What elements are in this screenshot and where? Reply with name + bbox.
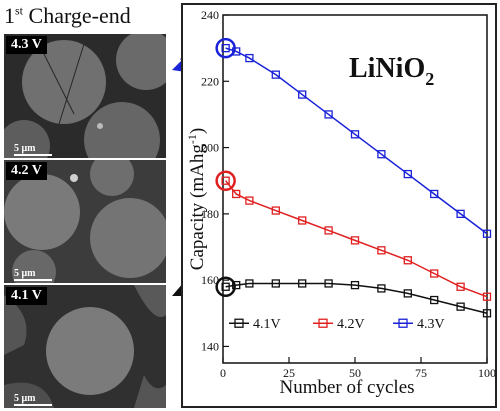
- data-point-4-3v: [377, 150, 386, 159]
- data-point-4-1v: [324, 279, 333, 288]
- sem-label-4-1v: 4.1 V: [6, 287, 47, 305]
- data-point-4-1v: [430, 295, 439, 305]
- data-point-4-2v: [350, 236, 360, 245]
- data-point-4-3v: [403, 169, 412, 179]
- data-point-4-2v: [271, 206, 280, 215]
- legend-label: 4.1V: [253, 317, 281, 332]
- x-tick-label: 75: [415, 366, 427, 380]
- sem-scale-bar-4-1v: [14, 404, 52, 406]
- data-point-4-2v: [377, 246, 386, 255]
- sem-scale-text-4-3v: 5 μm: [14, 143, 36, 154]
- data-point-4-2v: [403, 256, 412, 265]
- sem-micrograph-4-1v: [4, 285, 166, 408]
- data-point-4-1v: [271, 279, 280, 288]
- legend-label: 4.3V: [417, 317, 445, 332]
- data-point-4-1v: [221, 282, 230, 291]
- y-tick-label: 140: [201, 339, 219, 353]
- x-axis-label: Number of cycles: [279, 377, 414, 398]
- highlight-layer: [215, 37, 236, 298]
- series-line-4-1v: [225, 282, 488, 315]
- title-rest: Charge-end: [28, 3, 131, 28]
- data-point-4-2v: [430, 269, 439, 278]
- sem-scale-bar-4-3v: [14, 154, 52, 156]
- data-point-4-1v: [403, 289, 412, 298]
- data-point-4-2v: [482, 292, 492, 301]
- data-point-4-2v: [245, 196, 254, 205]
- sem-label-4-3v: 4.3 V: [6, 36, 47, 54]
- chart-frame: 0 25 50 75 100 140 160 180 200 220 240 LiNiO2 Capa…: [181, 3, 497, 408]
- legend-marker: [318, 318, 328, 328]
- sem-label-4-2v: 4.2 V: [6, 162, 47, 180]
- data-point-4-3v: [482, 229, 492, 238]
- sem-scale-text-4-2v: 5 μm: [14, 268, 36, 279]
- data-point-4-1v: [245, 279, 254, 288]
- sem-image-4-2v: 4.2 V 5 μm: [4, 160, 166, 283]
- data-point-4-3v: [221, 43, 230, 53]
- data-point-4-3v: [350, 130, 360, 139]
- chart-title-subscript: 2: [425, 69, 434, 89]
- sem-image-4-1v: 4.1 V 5 μm: [4, 285, 166, 408]
- data-point-4-3v: [271, 70, 280, 79]
- sem-scale-bar-4-2v: [14, 279, 52, 281]
- y-axis-label: Capacity (mAhg-1): [185, 128, 208, 270]
- initial-capacity-highlight: [215, 276, 236, 298]
- data-point-4-2v: [456, 282, 465, 291]
- left-panel-title: 1st Charge-end: [4, 4, 131, 28]
- data-point-4-2v: [232, 189, 241, 199]
- data-point-4-2v: [298, 216, 307, 225]
- data-point-4-3v: [456, 209, 465, 219]
- data-point-4-1v: [482, 309, 492, 318]
- data-point-4-3v: [324, 110, 333, 119]
- title-superscript: st: [15, 3, 24, 18]
- series-line-4-3v: [225, 47, 488, 235]
- axis-ticks: 0 25 50 75 100 140 160 180 200 220 240: [201, 8, 496, 380]
- data-point-4-2v: [221, 176, 230, 185]
- sem-micrograph-4-2v: [4, 160, 166, 283]
- chart-title-main: LiNiO: [349, 53, 425, 84]
- legend-label: 4.2V: [337, 317, 365, 332]
- legend-marker: [234, 318, 244, 328]
- y-tick-label: 200: [201, 141, 219, 155]
- x-tick-label: 100: [478, 366, 495, 380]
- y-tick-label: 220: [201, 74, 219, 88]
- x-tick-label: 0: [220, 366, 226, 380]
- sem-scale-text-4-1v: 5 μm: [14, 393, 36, 404]
- data-point-4-1v: [232, 280, 241, 290]
- series-line-4-2v: [225, 180, 488, 298]
- series-layer: [221, 43, 492, 318]
- capacity-chart: 0 25 50 75 100 140 160 180 200 220 240 LiNiO2 Capa…: [185, 8, 496, 398]
- data-point-4-1v: [377, 284, 386, 293]
- y-axis-label-main: Capacity (mAhg: [187, 144, 208, 271]
- data-point-4-3v: [245, 53, 254, 63]
- legend-marker: [398, 318, 408, 328]
- x-tick-label: 50: [349, 366, 361, 380]
- data-point-4-2v: [324, 226, 333, 235]
- sem-micrograph-4-3v: [4, 34, 166, 158]
- y-tick-label: 160: [201, 273, 219, 287]
- data-point-4-1v: [350, 280, 360, 290]
- y-tick-label: 240: [201, 8, 219, 22]
- data-point-4-1v: [456, 302, 465, 311]
- y-tick-label: 180: [201, 207, 219, 221]
- data-point-4-1v: [298, 279, 307, 288]
- y-axis-label-superscript: -1: [185, 134, 199, 144]
- legend: 4.1V 4.2V 4.3V: [229, 317, 445, 332]
- sem-image-4-3v: 4.3 V 5 μm: [4, 34, 166, 158]
- initial-capacity-highlight: [215, 37, 236, 59]
- data-point-4-3v: [298, 90, 307, 99]
- x-tick-label: 25: [283, 366, 295, 380]
- initial-capacity-highlight: [215, 170, 236, 191]
- y-axis-label-end: ): [187, 128, 208, 134]
- data-point-4-3v: [430, 189, 439, 199]
- title-number: 1: [4, 3, 15, 28]
- chart-title: LiNiO2: [349, 53, 434, 89]
